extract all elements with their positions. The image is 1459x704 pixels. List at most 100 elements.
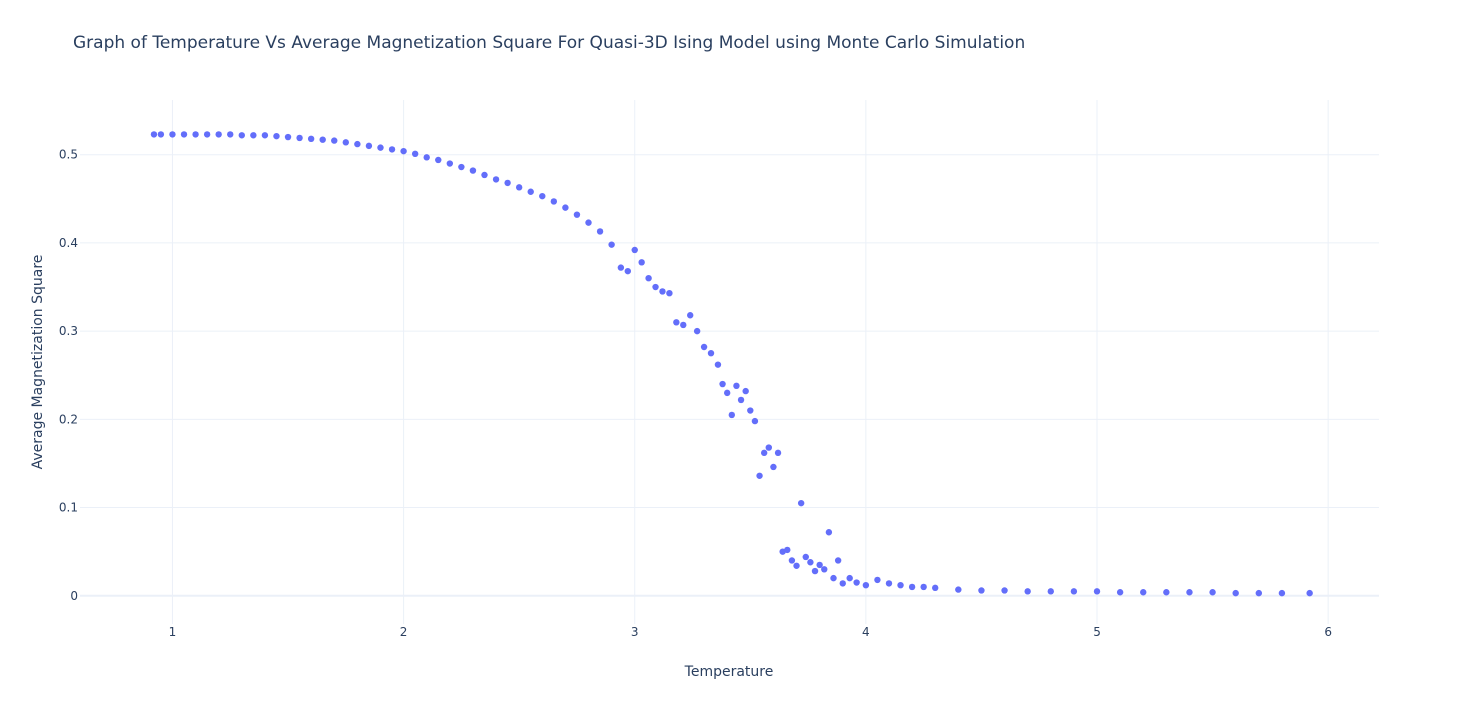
data-point[interactable]	[908, 583, 916, 591]
data-point[interactable]	[631, 246, 638, 254]
data-point[interactable]	[853, 579, 860, 586]
data-point[interactable]	[411, 150, 419, 158]
data-point[interactable]	[203, 131, 211, 138]
data-point[interactable]	[388, 146, 396, 153]
data-point[interactable]	[400, 147, 407, 155]
data-point[interactable]	[680, 321, 687, 329]
data-point[interactable]	[215, 131, 222, 138]
data-point[interactable]	[765, 444, 772, 451]
data-point[interactable]	[816, 561, 823, 569]
data-point[interactable]	[624, 267, 631, 275]
data-point[interactable]	[652, 283, 659, 291]
data-point[interactable]	[784, 546, 791, 554]
data-point[interactable]	[331, 137, 338, 144]
data-point[interactable]	[807, 559, 814, 566]
data-point[interactable]	[273, 132, 280, 140]
data-point[interactable]	[978, 587, 985, 594]
data-point[interactable]	[830, 574, 837, 582]
data-point[interactable]	[1070, 588, 1078, 595]
data-point[interactable]	[573, 211, 581, 218]
data-point[interactable]	[932, 584, 939, 592]
data-point[interactable]	[638, 259, 645, 266]
data-point[interactable]	[846, 574, 853, 582]
data-point[interactable]	[1140, 589, 1147, 596]
data-point[interactable]	[365, 142, 373, 150]
data-point[interactable]	[645, 274, 652, 282]
data-point[interactable]	[1209, 589, 1216, 596]
data-point[interactable]	[1093, 588, 1101, 595]
data-point[interactable]	[238, 132, 245, 139]
data-point[interactable]	[747, 407, 754, 414]
data-point[interactable]	[1306, 589, 1313, 597]
data-point[interactable]	[885, 580, 893, 587]
data-point[interactable]	[666, 289, 673, 297]
data-point[interactable]	[585, 219, 592, 226]
data-point[interactable]	[955, 586, 962, 593]
data-point[interactable]	[150, 131, 158, 138]
data-point[interactable]	[180, 131, 188, 138]
data-point[interactable]	[742, 387, 749, 395]
data-point[interactable]	[469, 167, 477, 174]
data-point[interactable]	[687, 312, 694, 319]
data-point[interactable]	[342, 139, 350, 146]
data-point[interactable]	[192, 131, 199, 138]
data-point[interactable]	[825, 529, 833, 536]
data-point[interactable]	[492, 176, 500, 183]
data-point[interactable]	[261, 132, 269, 139]
data-point[interactable]	[1232, 589, 1239, 597]
data-point[interactable]	[897, 581, 904, 589]
data-point[interactable]	[423, 154, 430, 161]
data-point[interactable]	[515, 184, 523, 191]
data-point[interactable]	[760, 449, 768, 457]
data-point[interactable]	[1186, 589, 1193, 596]
data-point[interactable]	[797, 499, 805, 507]
data-point[interactable]	[284, 133, 292, 141]
data-point[interactable]	[1024, 588, 1031, 595]
data-point[interactable]	[307, 135, 315, 143]
data-point[interactable]	[719, 380, 726, 388]
data-point[interactable]	[693, 327, 701, 335]
data-point[interactable]	[377, 144, 384, 151]
data-point[interactable]	[793, 562, 800, 569]
data-point[interactable]	[737, 396, 745, 404]
data-point[interactable]	[1255, 589, 1263, 597]
data-point[interactable]	[617, 264, 625, 271]
data-point[interactable]	[608, 241, 615, 248]
data-point[interactable]	[1047, 588, 1054, 595]
data-point[interactable]	[250, 132, 257, 139]
data-point[interactable]	[458, 163, 465, 171]
data-point[interactable]	[527, 188, 534, 195]
data-point[interactable]	[700, 343, 708, 351]
data-point[interactable]	[539, 192, 546, 200]
data-point[interactable]	[227, 131, 234, 138]
data-point[interactable]	[481, 171, 488, 179]
data-point[interactable]	[788, 557, 796, 564]
data-point[interactable]	[774, 449, 782, 457]
data-point[interactable]	[1163, 589, 1170, 596]
data-point[interactable]	[802, 553, 809, 561]
data-point[interactable]	[504, 179, 511, 187]
data-point[interactable]	[550, 198, 558, 205]
data-point[interactable]	[728, 411, 736, 419]
data-point[interactable]	[839, 580, 846, 587]
data-point[interactable]	[296, 134, 303, 142]
data-point[interactable]	[714, 361, 722, 368]
data-point[interactable]	[733, 382, 740, 390]
data-point[interactable]	[707, 349, 715, 357]
data-point[interactable]	[446, 160, 454, 167]
data-point[interactable]	[319, 136, 326, 143]
data-point[interactable]	[770, 463, 777, 471]
data-point[interactable]	[751, 417, 759, 425]
data-point[interactable]	[596, 228, 604, 235]
data-point[interactable]	[157, 131, 165, 138]
data-point[interactable]	[821, 566, 828, 573]
data-point[interactable]	[920, 583, 927, 591]
data-point[interactable]	[1116, 589, 1124, 596]
data-point[interactable]	[862, 581, 870, 589]
data-point[interactable]	[811, 567, 819, 575]
data-point[interactable]	[169, 131, 176, 138]
data-point[interactable]	[756, 472, 763, 479]
data-point[interactable]	[1001, 587, 1008, 594]
data-point[interactable]	[834, 557, 842, 564]
data-point[interactable]	[354, 140, 361, 148]
